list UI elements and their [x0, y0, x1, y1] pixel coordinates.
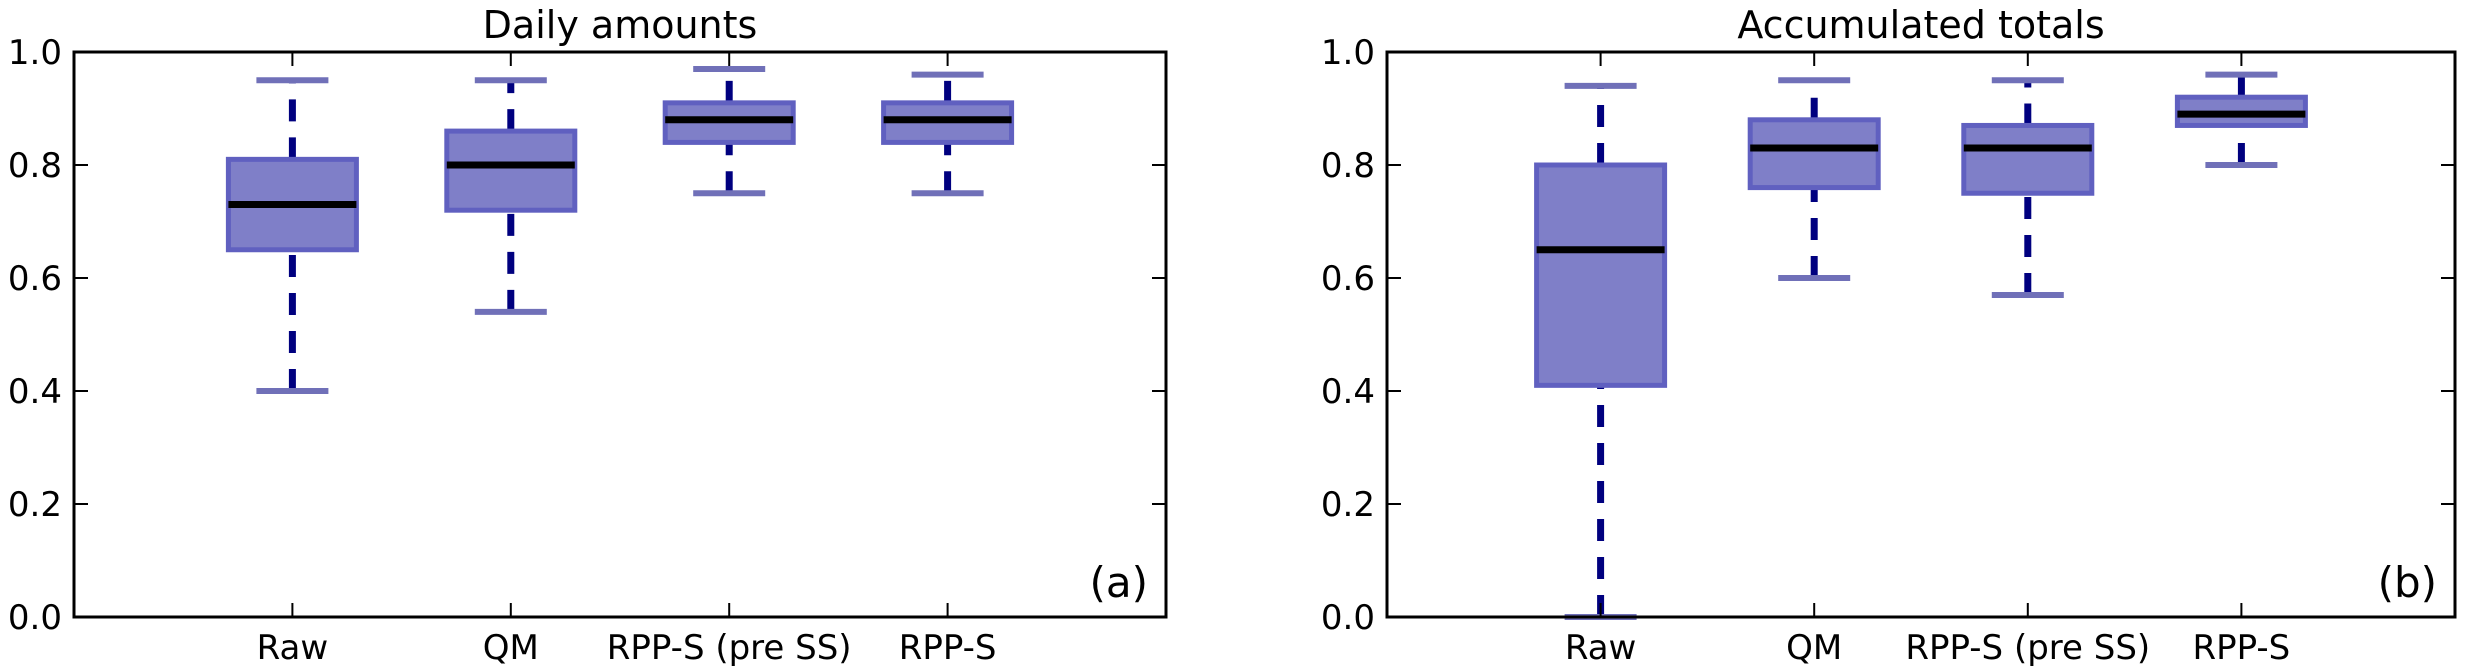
box-2 [1747, 77, 1881, 281]
axes-frame [72, 50, 1168, 619]
box-3 [662, 65, 796, 197]
panel-b: Accumulated totals 0.0 0.2 0.4 0.6 0.8 1.0 Raw Q… [1321, 3, 2457, 668]
y-tick-label: 0.6 [1321, 259, 1375, 299]
y-tick-label: 0.8 [8, 146, 62, 186]
x-tick-label: RPP-S (pre SS) [607, 628, 852, 668]
box-iqr [1747, 117, 1881, 191]
box-iqr [444, 128, 578, 213]
x-tick-label: QM [483, 628, 539, 668]
panel-a: Daily amounts 0.0 0.2 0.4 0.6 0.8 1.0 Raw QM RPP-… [8, 3, 1168, 668]
box-4 [881, 71, 1015, 197]
x-tick-label: Raw [1565, 628, 1637, 668]
box-2 [444, 77, 578, 315]
x-tick-label: Raw [257, 628, 329, 668]
y-tick-label: 0.8 [1321, 146, 1375, 186]
box-1 [1534, 82, 1668, 620]
y-tick-label: 0.4 [8, 372, 62, 412]
panel-label: (a) [1089, 558, 1148, 607]
y-tick-label: 0.2 [1321, 485, 1375, 525]
chart-title: Accumulated totals [1737, 3, 2104, 47]
x-tick-label: QM [1786, 628, 1842, 668]
x-tick-label: RPP-S [899, 628, 997, 668]
x-tick-label: RPP-S (pre SS) [1905, 628, 2150, 668]
y-tick-label: 1.0 [8, 33, 62, 73]
chart-title: Daily amounts [483, 3, 758, 47]
panel-label: (b) [2378, 558, 2437, 607]
y-tick-label: 0.0 [1321, 598, 1375, 638]
y-tick-label: 0.0 [8, 598, 62, 638]
y-tick-label: 0.4 [1321, 372, 1375, 412]
box-iqr [1534, 162, 1668, 388]
box-iqr [1961, 122, 2095, 196]
y-tick-label: 0.2 [8, 485, 62, 525]
box-4 [2174, 71, 2308, 168]
box-1 [225, 77, 359, 394]
box-3 [1961, 77, 2095, 298]
axes-frame [1385, 50, 2457, 619]
y-tick-label: 1.0 [1321, 33, 1375, 73]
y-tick-label: 0.6 [8, 259, 62, 299]
x-tick-label: RPP-S [2193, 628, 2291, 668]
